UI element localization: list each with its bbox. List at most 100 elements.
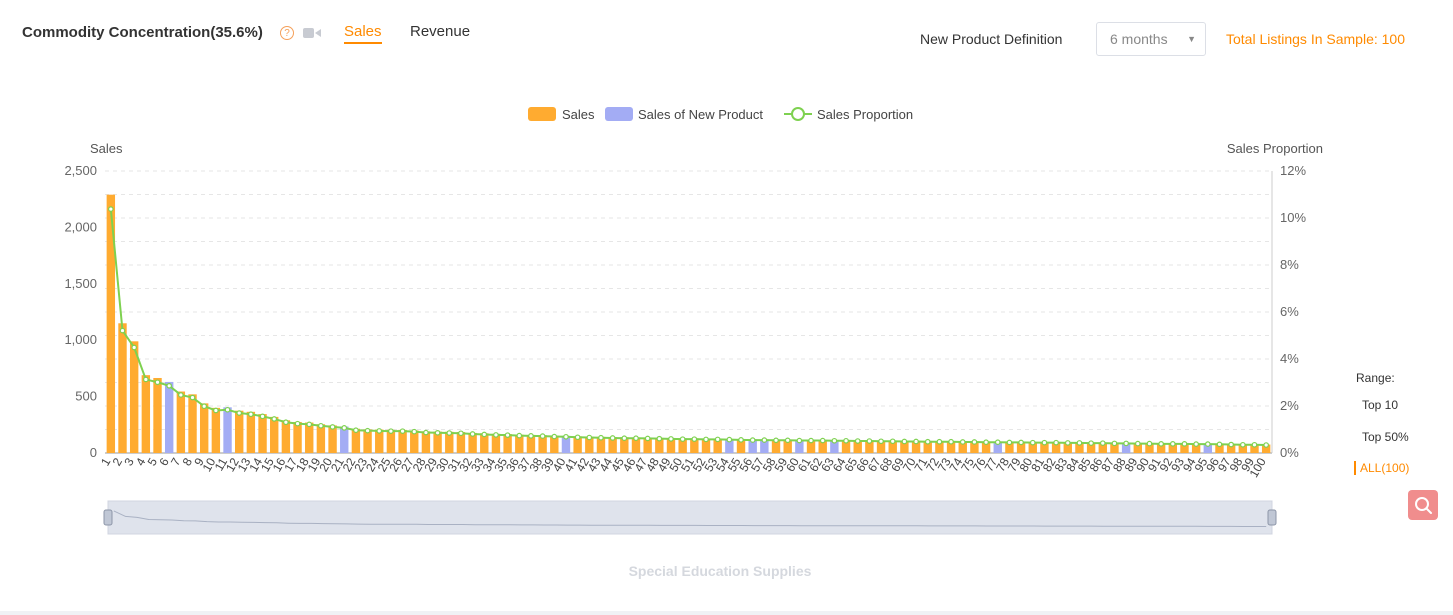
- proportion-point[interactable]: [936, 438, 943, 445]
- proportion-point[interactable]: [994, 439, 1001, 445]
- proportion-point[interactable]: [901, 438, 908, 445]
- bar-sales[interactable]: [690, 438, 699, 453]
- proportion-point[interactable]: [1181, 441, 1188, 447]
- legend-label-new-product[interactable]: Sales of New Product: [638, 107, 763, 122]
- bar-sales[interactable]: [608, 437, 617, 453]
- proportion-point[interactable]: [108, 206, 114, 212]
- proportion-point[interactable]: [866, 438, 873, 444]
- legend-swatch-new-product[interactable]: [605, 107, 633, 121]
- bar-sales[interactable]: [106, 194, 116, 454]
- proportion-point[interactable]: [551, 433, 558, 440]
- proportion-point[interactable]: [691, 436, 698, 442]
- zoom-slider[interactable]: [103, 500, 1277, 535]
- bar-sales[interactable]: [129, 341, 139, 453]
- proportion-point[interactable]: [854, 438, 861, 444]
- bar-sales[interactable]: [678, 438, 687, 453]
- proportion-point[interactable]: [458, 430, 464, 437]
- bar-sales[interactable]: [631, 437, 641, 453]
- proportion-point[interactable]: [236, 410, 243, 416]
- bar-new-product[interactable]: [340, 426, 349, 453]
- bar-sales[interactable]: [1215, 443, 1224, 453]
- proportion-point[interactable]: [983, 439, 989, 445]
- bar-sales[interactable]: [211, 407, 221, 453]
- proportion-point[interactable]: [143, 376, 149, 383]
- proportion-point[interactable]: [1240, 441, 1246, 448]
- bar-sales[interactable]: [1051, 442, 1061, 453]
- proportion-point[interactable]: [353, 427, 359, 434]
- bar-sales[interactable]: [1016, 441, 1026, 453]
- bar-sales[interactable]: [911, 440, 921, 453]
- proportion-point[interactable]: [563, 433, 569, 440]
- bar-sales[interactable]: [141, 375, 151, 453]
- bar-sales[interactable]: [293, 421, 302, 453]
- bar-sales[interactable]: [1005, 441, 1014, 453]
- bar-sales[interactable]: [736, 439, 746, 453]
- bar-sales[interactable]: [970, 441, 979, 453]
- bar-sales[interactable]: [1168, 443, 1178, 453]
- bar-sales[interactable]: [1180, 443, 1189, 453]
- legend-swatch-proportion-marker[interactable]: [791, 107, 805, 121]
- bar-sales[interactable]: [585, 436, 594, 453]
- bar-sales[interactable]: [188, 394, 197, 453]
- proportion-point[interactable]: [726, 436, 733, 443]
- proportion-point[interactable]: [528, 433, 534, 439]
- proportion-point[interactable]: [364, 427, 371, 434]
- proportion-point[interactable]: [1228, 441, 1234, 448]
- bar-sales[interactable]: [281, 420, 291, 453]
- bar-sales[interactable]: [445, 431, 454, 453]
- bar-sales[interactable]: [386, 429, 396, 453]
- proportion-point[interactable]: [283, 419, 289, 426]
- bar-sales[interactable]: [666, 438, 676, 453]
- tab-revenue[interactable]: Revenue: [410, 23, 471, 40]
- bar-new-product[interactable]: [830, 440, 839, 453]
- bar-sales[interactable]: [1250, 444, 1259, 453]
- proportion-point[interactable]: [913, 438, 919, 445]
- bar-sales[interactable]: [503, 434, 512, 453]
- bar-sales[interactable]: [118, 323, 127, 453]
- bar-sales[interactable]: [328, 425, 337, 453]
- proportion-point[interactable]: [306, 421, 313, 428]
- proportion-point[interactable]: [1053, 439, 1059, 446]
- proportion-point[interactable]: [388, 428, 394, 434]
- bar-sales[interactable]: [433, 431, 442, 453]
- proportion-point[interactable]: [714, 436, 721, 443]
- bar-sales[interactable]: [853, 440, 862, 453]
- proportion-point[interactable]: [376, 428, 383, 434]
- new-product-definition-select[interactable]: 6 months ▼: [1096, 22, 1206, 56]
- bar-sales[interactable]: [935, 441, 944, 453]
- proportion-point[interactable]: [318, 422, 324, 429]
- bar-sales[interactable]: [526, 434, 536, 453]
- range-option-top10[interactable]: Top 10: [1362, 398, 1399, 412]
- legend-label-proportion[interactable]: Sales Proportion: [817, 107, 913, 122]
- proportion-point[interactable]: [1146, 440, 1153, 447]
- proportion-point[interactable]: [213, 407, 219, 414]
- proportion-point[interactable]: [656, 435, 663, 442]
- slider-handle-left[interactable]: [103, 509, 113, 526]
- proportion-point[interactable]: [1170, 441, 1176, 447]
- proportion-point[interactable]: [201, 403, 207, 410]
- bar-sales[interactable]: [865, 440, 874, 453]
- proportion-point[interactable]: [633, 435, 639, 441]
- range-option-all[interactable]: ALL(100): [1354, 461, 1409, 475]
- proportion-point[interactable]: [773, 437, 779, 444]
- bar-sales[interactable]: [1238, 444, 1248, 453]
- bar-sales[interactable]: [1226, 443, 1236, 453]
- bar-sales[interactable]: [701, 438, 711, 453]
- bar-sales[interactable]: [923, 440, 932, 453]
- bar-sales[interactable]: [841, 440, 851, 453]
- proportion-point[interactable]: [808, 437, 814, 444]
- proportion-point[interactable]: [423, 429, 429, 436]
- proportion-point[interactable]: [644, 435, 651, 442]
- bar-new-product[interactable]: [164, 381, 174, 453]
- proportion-point[interactable]: [703, 436, 709, 443]
- bar-sales[interactable]: [655, 437, 664, 453]
- bar-sales[interactable]: [620, 437, 629, 453]
- proportion-point[interactable]: [621, 435, 628, 441]
- proportion-point[interactable]: [796, 437, 803, 444]
- proportion-point[interactable]: [119, 327, 126, 334]
- bar-sales[interactable]: [246, 411, 256, 453]
- bar-sales[interactable]: [573, 436, 582, 453]
- bar-new-product[interactable]: [795, 439, 804, 453]
- slider-track[interactable]: [107, 500, 1273, 535]
- bar-sales[interactable]: [771, 439, 781, 453]
